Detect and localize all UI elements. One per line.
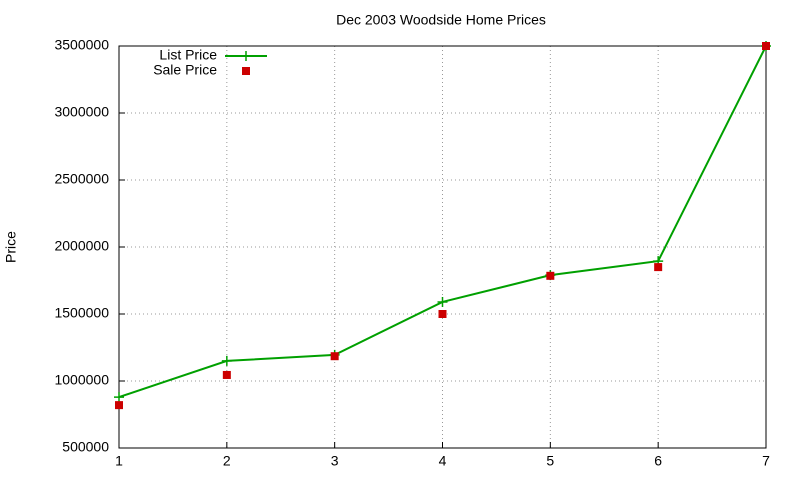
data-point [762, 42, 770, 50]
data-point [654, 263, 663, 272]
data-point [546, 271, 555, 280]
x-tick-label: 6 [654, 453, 662, 469]
legend-label: Sale Price [153, 62, 217, 78]
data-point [437, 296, 448, 307]
y-tick-label: 500000 [62, 439, 109, 455]
y-tick-label: 2500000 [54, 171, 109, 187]
y-tick-label: 2000000 [54, 238, 109, 254]
chart-title: Dec 2003 Woodside Home Prices [336, 12, 546, 28]
x-tick-label: 2 [223, 453, 231, 469]
data-point [438, 310, 447, 318]
data-point [115, 401, 123, 410]
legend-marker [241, 51, 251, 61]
x-tick-label: 7 [762, 453, 770, 469]
legend-label: List Price [159, 47, 217, 63]
data-point [221, 355, 232, 366]
legend-marker [242, 67, 250, 75]
y-tick-label: 3500000 [54, 37, 109, 53]
data-point [222, 370, 231, 379]
y-axis-label: Price [3, 231, 19, 263]
y-tick-label: 1500000 [54, 305, 109, 321]
x-tick-label: 5 [546, 453, 554, 469]
x-tick-label: 1 [115, 453, 123, 469]
data-point [330, 352, 339, 361]
y-tick-label: 3000000 [54, 104, 109, 120]
data-point [114, 392, 124, 403]
x-tick-label: 4 [439, 453, 447, 469]
x-tick-label: 3 [331, 453, 339, 469]
y-tick-label: 1000000 [54, 372, 109, 388]
plot-frame [118, 45, 767, 449]
